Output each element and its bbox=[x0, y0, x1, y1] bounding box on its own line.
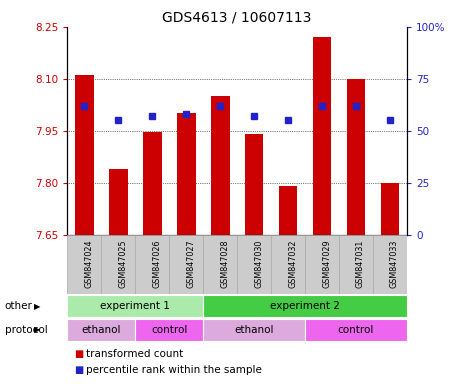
Title: GDS4613 / 10607113: GDS4613 / 10607113 bbox=[162, 10, 312, 24]
Text: ■: ■ bbox=[74, 365, 84, 375]
Text: GSM847029: GSM847029 bbox=[322, 239, 331, 288]
Bar bbox=[305, 235, 339, 294]
Text: experiment 2: experiment 2 bbox=[270, 301, 340, 311]
Text: GSM847028: GSM847028 bbox=[220, 239, 229, 288]
Bar bbox=[271, 235, 305, 294]
Bar bbox=[177, 113, 196, 235]
Bar bbox=[203, 319, 305, 341]
Text: GSM847024: GSM847024 bbox=[84, 239, 93, 288]
Bar bbox=[101, 235, 135, 294]
Bar bbox=[75, 75, 94, 235]
Bar bbox=[67, 295, 203, 317]
Bar bbox=[169, 235, 203, 294]
Bar bbox=[211, 96, 230, 235]
Text: transformed count: transformed count bbox=[86, 349, 183, 359]
Bar bbox=[245, 134, 264, 235]
Text: ■: ■ bbox=[74, 349, 84, 359]
Bar bbox=[203, 235, 237, 294]
Text: GSM847031: GSM847031 bbox=[356, 239, 365, 288]
Bar bbox=[279, 186, 298, 235]
Text: protocol: protocol bbox=[5, 325, 47, 335]
Text: control: control bbox=[151, 325, 187, 335]
Bar bbox=[380, 183, 399, 235]
Bar bbox=[67, 235, 101, 294]
Bar bbox=[143, 132, 162, 235]
Bar bbox=[135, 235, 169, 294]
Text: ▶: ▶ bbox=[33, 325, 40, 334]
Bar bbox=[203, 295, 407, 317]
Text: GSM847033: GSM847033 bbox=[390, 239, 399, 288]
Bar bbox=[373, 235, 407, 294]
Bar bbox=[67, 319, 135, 341]
Bar bbox=[312, 37, 332, 235]
Text: GSM847025: GSM847025 bbox=[118, 239, 127, 288]
Text: experiment 1: experiment 1 bbox=[100, 301, 170, 311]
Text: GSM847026: GSM847026 bbox=[152, 239, 161, 288]
Bar bbox=[109, 169, 128, 235]
Text: control: control bbox=[338, 325, 374, 335]
Text: GSM847027: GSM847027 bbox=[186, 239, 195, 288]
Text: ethanol: ethanol bbox=[234, 325, 274, 335]
Text: ethanol: ethanol bbox=[82, 325, 121, 335]
Bar bbox=[135, 319, 203, 341]
Bar bbox=[305, 319, 407, 341]
Text: percentile rank within the sample: percentile rank within the sample bbox=[86, 365, 262, 375]
Bar bbox=[237, 235, 271, 294]
Bar bbox=[346, 79, 365, 235]
Bar bbox=[339, 235, 373, 294]
Text: GSM847032: GSM847032 bbox=[288, 239, 297, 288]
Text: GSM847030: GSM847030 bbox=[254, 239, 263, 288]
Text: ▶: ▶ bbox=[33, 301, 40, 311]
Text: other: other bbox=[5, 301, 33, 311]
